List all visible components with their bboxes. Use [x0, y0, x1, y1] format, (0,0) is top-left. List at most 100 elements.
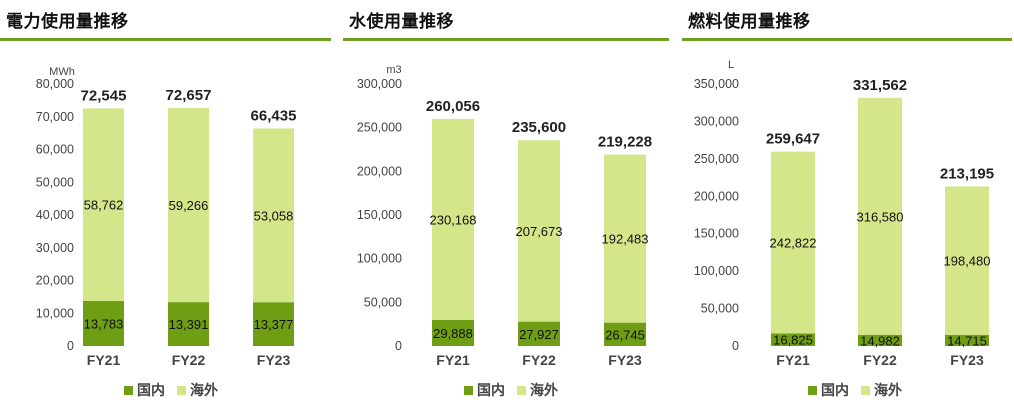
data-label-total: 259,647	[766, 131, 820, 148]
x-tick-label: FY23	[608, 352, 642, 368]
x-tick-label: FY21	[436, 352, 470, 368]
bar-segment-domestic	[83, 300, 124, 346]
y-tick-label: 150,000	[694, 227, 739, 241]
bar-segment-domestic	[253, 302, 294, 346]
chart-legend: 国内 海外	[464, 380, 558, 400]
data-label-total: 331,562	[853, 77, 907, 94]
bar-segment-overseas	[83, 108, 124, 301]
data-label-total: 260,056	[426, 98, 480, 115]
legend-label-overseas: 海外	[530, 383, 558, 399]
data-label-total: 219,228	[598, 134, 652, 151]
bar-segment-overseas	[604, 154, 646, 323]
data-label-overseas: 230,168	[430, 212, 477, 227]
data-label-total: 72,545	[81, 87, 127, 104]
x-tick-label: FY22	[863, 352, 897, 368]
bar-segment-overseas	[858, 97, 902, 335]
title-underline	[343, 38, 669, 41]
legend-item-overseas: 海外	[517, 380, 558, 400]
y-tick-label: 0	[732, 339, 739, 353]
legend-label-overseas: 海外	[874, 383, 902, 399]
data-label-overseas: 192,483	[602, 232, 649, 247]
chart-legend: 国内 海外	[808, 380, 902, 400]
y-axis-unit: m3	[386, 64, 401, 76]
chart-panel-electricity: 電力使用量推移 MWh 0 10,000 20,000 30,000 40,000 50,0…	[0, 0, 334, 404]
y-tick-label: 300,000	[357, 77, 402, 91]
data-label-domestic: 13,391	[169, 317, 209, 332]
y-tick-label: 100,000	[357, 252, 402, 266]
bar-segment-domestic	[945, 334, 989, 346]
legend-label-domestic: 国内	[477, 383, 505, 399]
chart-legend: 国内 海外	[124, 380, 218, 400]
title-underline	[682, 38, 1012, 41]
fuel-chart: L 0 50,000 100,000 150,000 200,000 250,000 300,…	[694, 59, 994, 368]
bar-segment-domestic	[604, 322, 646, 346]
legend-swatch-domestic	[124, 385, 133, 395]
data-label-domestic: 26,745	[605, 327, 645, 342]
bar-segment-domestic	[858, 334, 902, 346]
legend-swatch-domestic	[808, 385, 817, 395]
bar-segment-overseas	[432, 118, 474, 320]
data-label-overseas: 316,580	[857, 209, 904, 224]
data-label-domestic: 13,377	[254, 317, 294, 332]
x-tick-label: FY23	[257, 352, 291, 368]
legend-swatch-overseas	[177, 385, 186, 395]
x-tick-label: FY22	[522, 352, 556, 368]
y-tick-label: 50,000	[364, 295, 402, 309]
y-tick-label: 40,000	[36, 208, 74, 222]
data-label-domestic: 16,825	[773, 333, 813, 348]
data-label-domestic: 27,927	[519, 327, 559, 342]
legend-swatch-overseas	[517, 385, 526, 395]
electricity-chart: MWh 0 10,000 20,000 30,000 40,000 50,000 60,000…	[36, 66, 297, 368]
legend-item-overseas: 海外	[861, 380, 902, 400]
y-tick-label: 200,000	[694, 189, 739, 203]
y-tick-label: 100,000	[694, 264, 739, 278]
y-tick-label: 0	[395, 339, 402, 353]
data-label-domestic: 29,888	[433, 326, 473, 341]
bar-segment-domestic	[168, 302, 209, 346]
data-label-overseas: 59,266	[169, 198, 209, 213]
chart-title: 水使用量推移	[349, 12, 454, 32]
data-label-total: 235,600	[512, 119, 566, 136]
data-label-overseas: 58,762	[84, 198, 124, 213]
legend-item-domestic: 国内	[124, 380, 165, 400]
data-label-domestic: 14,982	[860, 333, 900, 348]
bar-segment-overseas	[168, 108, 209, 303]
legend-label-domestic: 国内	[137, 383, 165, 399]
y-tick-label: 250,000	[694, 152, 739, 166]
y-tick-label: 350,000	[694, 77, 739, 91]
y-tick-label: 0	[67, 339, 74, 353]
y-tick-label: 10,000	[36, 306, 74, 320]
y-tick-label: 50,000	[36, 175, 74, 189]
legend-item-domestic: 国内	[464, 380, 505, 400]
bar-segment-overseas	[253, 128, 294, 303]
bar-segment-overseas	[518, 140, 560, 322]
y-tick-label: 70,000	[36, 110, 74, 124]
bar-segment-domestic	[518, 321, 560, 346]
y-tick-label: 250,000	[357, 121, 402, 135]
bar-segment-domestic	[771, 333, 815, 346]
chart-title: 電力使用量推移	[6, 12, 129, 32]
y-axis-unit: L	[728, 59, 734, 71]
legend-item-domestic: 国内	[808, 380, 849, 400]
data-label-overseas: 242,822	[770, 236, 817, 251]
chart-title: 燃料使用量推移	[688, 12, 811, 32]
y-tick-label: 300,000	[694, 114, 739, 128]
chart-panel-fuel: 燃料使用量推移 L 0 50,000 100,000 150,000 200,000 250…	[682, 0, 1014, 404]
data-label-domestic: 13,783	[84, 316, 124, 331]
data-label-total: 66,435	[251, 107, 297, 124]
x-tick-label: FY21	[87, 352, 121, 368]
bar-segment-domestic	[432, 319, 474, 346]
y-tick-label: 60,000	[36, 143, 74, 157]
data-label-domestic: 14,715	[947, 333, 987, 348]
x-tick-label: FY23	[950, 352, 984, 368]
legend-swatch-domestic	[464, 385, 473, 395]
chart-panel-water: 水使用量推移 m3 0 50,000 100,000 150,000 200,000 250…	[343, 0, 671, 404]
legend-label-overseas: 海外	[190, 383, 218, 399]
data-label-overseas: 53,058	[254, 208, 294, 223]
y-tick-label: 200,000	[357, 164, 402, 178]
water-chart: m3 0 50,000 100,000 150,000 200,000 250,000 300…	[357, 64, 652, 368]
bar-segment-overseas	[771, 151, 815, 334]
y-tick-label: 30,000	[36, 241, 74, 255]
y-tick-label: 50,000	[701, 302, 739, 316]
data-label-total: 72,657	[166, 87, 212, 104]
